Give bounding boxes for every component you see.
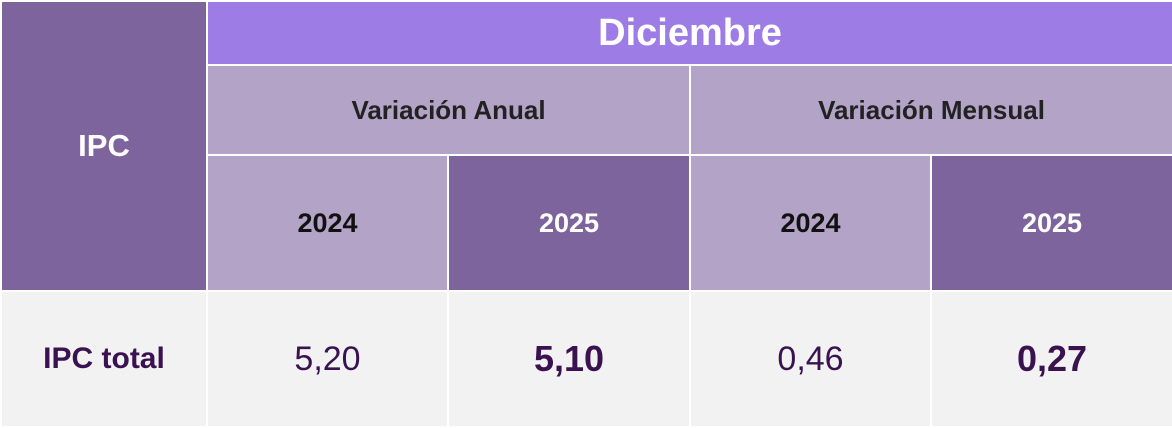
- year-header: 2024: [206, 154, 449, 292]
- year-header: 2025: [930, 154, 1172, 292]
- header-row-groups: Variación Anual Variación Mensual: [1, 64, 1172, 156]
- row-label: IPC total: [0, 290, 208, 428]
- value-cell: 0,46: [689, 290, 932, 428]
- header-row-period: IPC Diciembre: [0, 0, 1172, 292]
- corner-header: IPC: [0, 0, 208, 292]
- header-row-years: 2024 2025 2024 2025: [1, 154, 1172, 292]
- year-header: 2025: [447, 154, 691, 292]
- value-cell: 0,27: [930, 290, 1172, 428]
- value-cell: 5,10: [447, 290, 691, 428]
- year-header: 2024: [689, 154, 932, 292]
- value-cell: 5,20: [206, 290, 449, 428]
- period-header: Diciembre: [206, 0, 1172, 66]
- group-header-anual: Variación Anual: [206, 64, 691, 156]
- table-row: IPC total 5,20 5,10 0,46 0,27: [0, 290, 1172, 428]
- group-header-mensual: Variación Mensual: [689, 64, 1172, 156]
